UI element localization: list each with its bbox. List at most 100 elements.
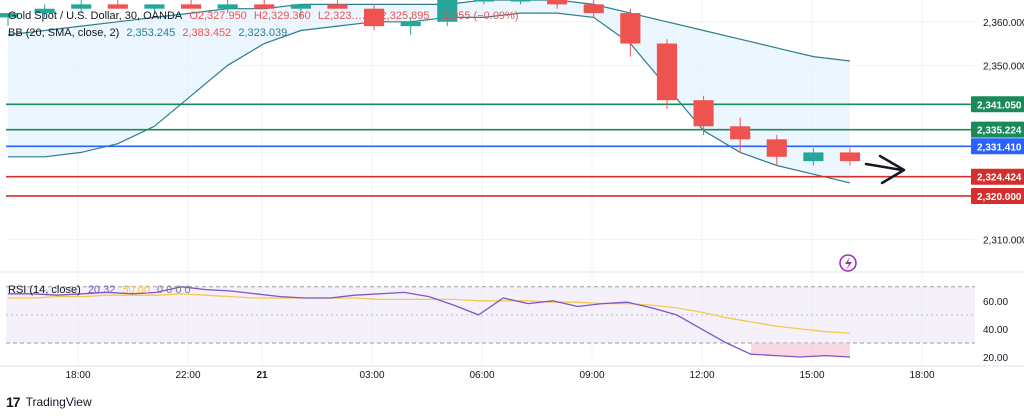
pivot-label: 2,331.410 bbox=[971, 138, 1024, 155]
candle bbox=[839, 148, 861, 166]
candle-body bbox=[217, 4, 238, 9]
bb-title: BB (20, SMA, close, 2) bbox=[8, 27, 120, 39]
rsi-ma-value: 50.00 bbox=[122, 284, 150, 296]
level-labels: 2,341.050 2,335.224 2,331.410 2,324.424 2,32… bbox=[971, 96, 1024, 204]
candle-body bbox=[656, 43, 678, 101]
candle bbox=[693, 95, 714, 135]
candle-body bbox=[254, 4, 275, 9]
tradingview-logo[interactable]: 17 TradingView bbox=[6, 394, 92, 410]
candle bbox=[766, 135, 787, 166]
candle bbox=[583, 0, 604, 18]
resistance-2-label-bg bbox=[971, 121, 1024, 138]
candle bbox=[327, 0, 348, 9]
legend-change: −2.055 (−0.09%) bbox=[436, 10, 519, 22]
time-tick-label: 03:00 bbox=[359, 370, 384, 381]
support-2-label: 2,320.000 bbox=[971, 187, 1024, 204]
candle-body bbox=[803, 152, 824, 162]
rsi-pane[interactable]: 60.00 40.00 20.00 bbox=[6, 286, 1008, 364]
candle-body bbox=[510, 0, 531, 2]
candle bbox=[364, 4, 385, 31]
time-tick-label: 06:00 bbox=[469, 370, 494, 381]
legend-rsi: RSI (14, close) 20.32 50.00 0 0 0 0 bbox=[8, 284, 195, 296]
candle bbox=[290, 4, 311, 18]
legend-symbol: Gold Spot / U.S. Dollar, 30, OANDA bbox=[8, 10, 183, 22]
candle-body bbox=[693, 100, 714, 127]
resistance-1-label-text: 2,341.050 bbox=[977, 100, 1022, 111]
bb-lower-value: 2,323.039 bbox=[238, 27, 288, 39]
candle-body bbox=[290, 4, 311, 9]
resistance-1-label-bg bbox=[971, 96, 1024, 113]
support-1-label: 2,324.424 bbox=[971, 168, 1024, 185]
time-tick-label: 18:00 bbox=[909, 370, 934, 381]
legend-bb: BB (20, SMA, close, 2) 2,353.245 2,383.4… bbox=[8, 27, 291, 39]
candle-body bbox=[180, 4, 202, 9]
rsi-line bbox=[8, 286, 851, 358]
lightning-icon[interactable] bbox=[839, 254, 857, 272]
time-tick-label: 12:00 bbox=[689, 370, 714, 381]
candle bbox=[473, 0, 494, 5]
bb-upper-value: 2,383.452 bbox=[182, 27, 232, 39]
rsi-value: 20.32 bbox=[87, 284, 116, 296]
candle-body bbox=[437, 0, 458, 22]
price-levels bbox=[6, 103, 975, 197]
tradingview-mark-icon: 17 bbox=[6, 394, 21, 410]
candle bbox=[803, 148, 824, 166]
price-axis[interactable]: 2,360.000 2,350.000 2,310.000 bbox=[983, 18, 1024, 247]
candle bbox=[547, 0, 568, 9]
candle-body bbox=[730, 126, 751, 140]
candle bbox=[620, 8, 641, 57]
rsi-extra: 0 0 0 0 bbox=[157, 284, 191, 296]
candle-body bbox=[34, 8, 55, 14]
legend-low: L2,323.… bbox=[317, 10, 366, 22]
candle bbox=[510, 0, 531, 5]
rsi-title: RSI (14, close) bbox=[8, 284, 81, 296]
rsi-tick-label: 20.00 bbox=[983, 353, 1008, 364]
candlesticks bbox=[0, 0, 861, 166]
candle bbox=[437, 0, 458, 27]
support-1-label-bg bbox=[971, 168, 1024, 185]
time-axis[interactable]: 18:00 22:00 21 03:00 06:00 09:00 12:00 15:00 18:… bbox=[65, 370, 934, 381]
rsi-tick-label: 40.00 bbox=[983, 325, 1008, 336]
resistance-2-label-text: 2,335.224 bbox=[977, 126, 1022, 137]
candle-body bbox=[71, 4, 92, 9]
candle-body bbox=[107, 4, 128, 9]
time-tick-label: 21 bbox=[256, 370, 268, 381]
price-tick-label: 2,310.000 bbox=[983, 236, 1024, 247]
support-1-label-text: 2,324.424 bbox=[977, 173, 1022, 184]
candle-body bbox=[400, 21, 421, 27]
candle bbox=[71, 0, 92, 14]
price-tick-label: 2,360.000 bbox=[983, 18, 1024, 29]
candle bbox=[254, 0, 275, 9]
resistance-2-label: 2,335.224 bbox=[971, 121, 1024, 138]
rsi-ma-line bbox=[8, 293, 851, 334]
annotations bbox=[839, 154, 906, 272]
arrow-drawing bbox=[864, 154, 906, 185]
lightning-bolt bbox=[845, 257, 852, 270]
pivot-label-bg bbox=[971, 138, 1024, 155]
bb-basis-value: 2,353.245 bbox=[126, 27, 176, 39]
price-tick-label: 2,350.000 bbox=[983, 61, 1024, 72]
legend-main: Gold Spot / U.S. Dollar, 30, OANDA O2,32… bbox=[8, 10, 523, 22]
candle-body bbox=[766, 139, 787, 157]
candle-body bbox=[620, 13, 641, 44]
time-tick-label: 18:00 bbox=[65, 370, 90, 381]
candle bbox=[656, 39, 678, 109]
candle-body bbox=[473, 0, 494, 2]
candle-body bbox=[547, 0, 568, 5]
brand-name: TradingView bbox=[25, 395, 92, 409]
candle bbox=[217, 0, 238, 14]
legend-high: H2,329.360 bbox=[253, 10, 311, 22]
candle bbox=[180, 0, 202, 9]
candle-body bbox=[583, 4, 604, 14]
time-tick-label: 09:00 bbox=[579, 370, 604, 381]
rsi-oversold-fill bbox=[750, 342, 850, 357]
resistance-1-label: 2,341.050 bbox=[971, 96, 1024, 113]
candle bbox=[400, 17, 421, 35]
pivot-label-text: 2,331.410 bbox=[977, 142, 1022, 153]
time-tick-label: 15:00 bbox=[799, 370, 824, 381]
candle-body bbox=[839, 152, 861, 162]
lightning-circle bbox=[839, 254, 857, 272]
candle bbox=[34, 4, 55, 18]
support-2-label-text: 2,320.000 bbox=[977, 192, 1022, 203]
